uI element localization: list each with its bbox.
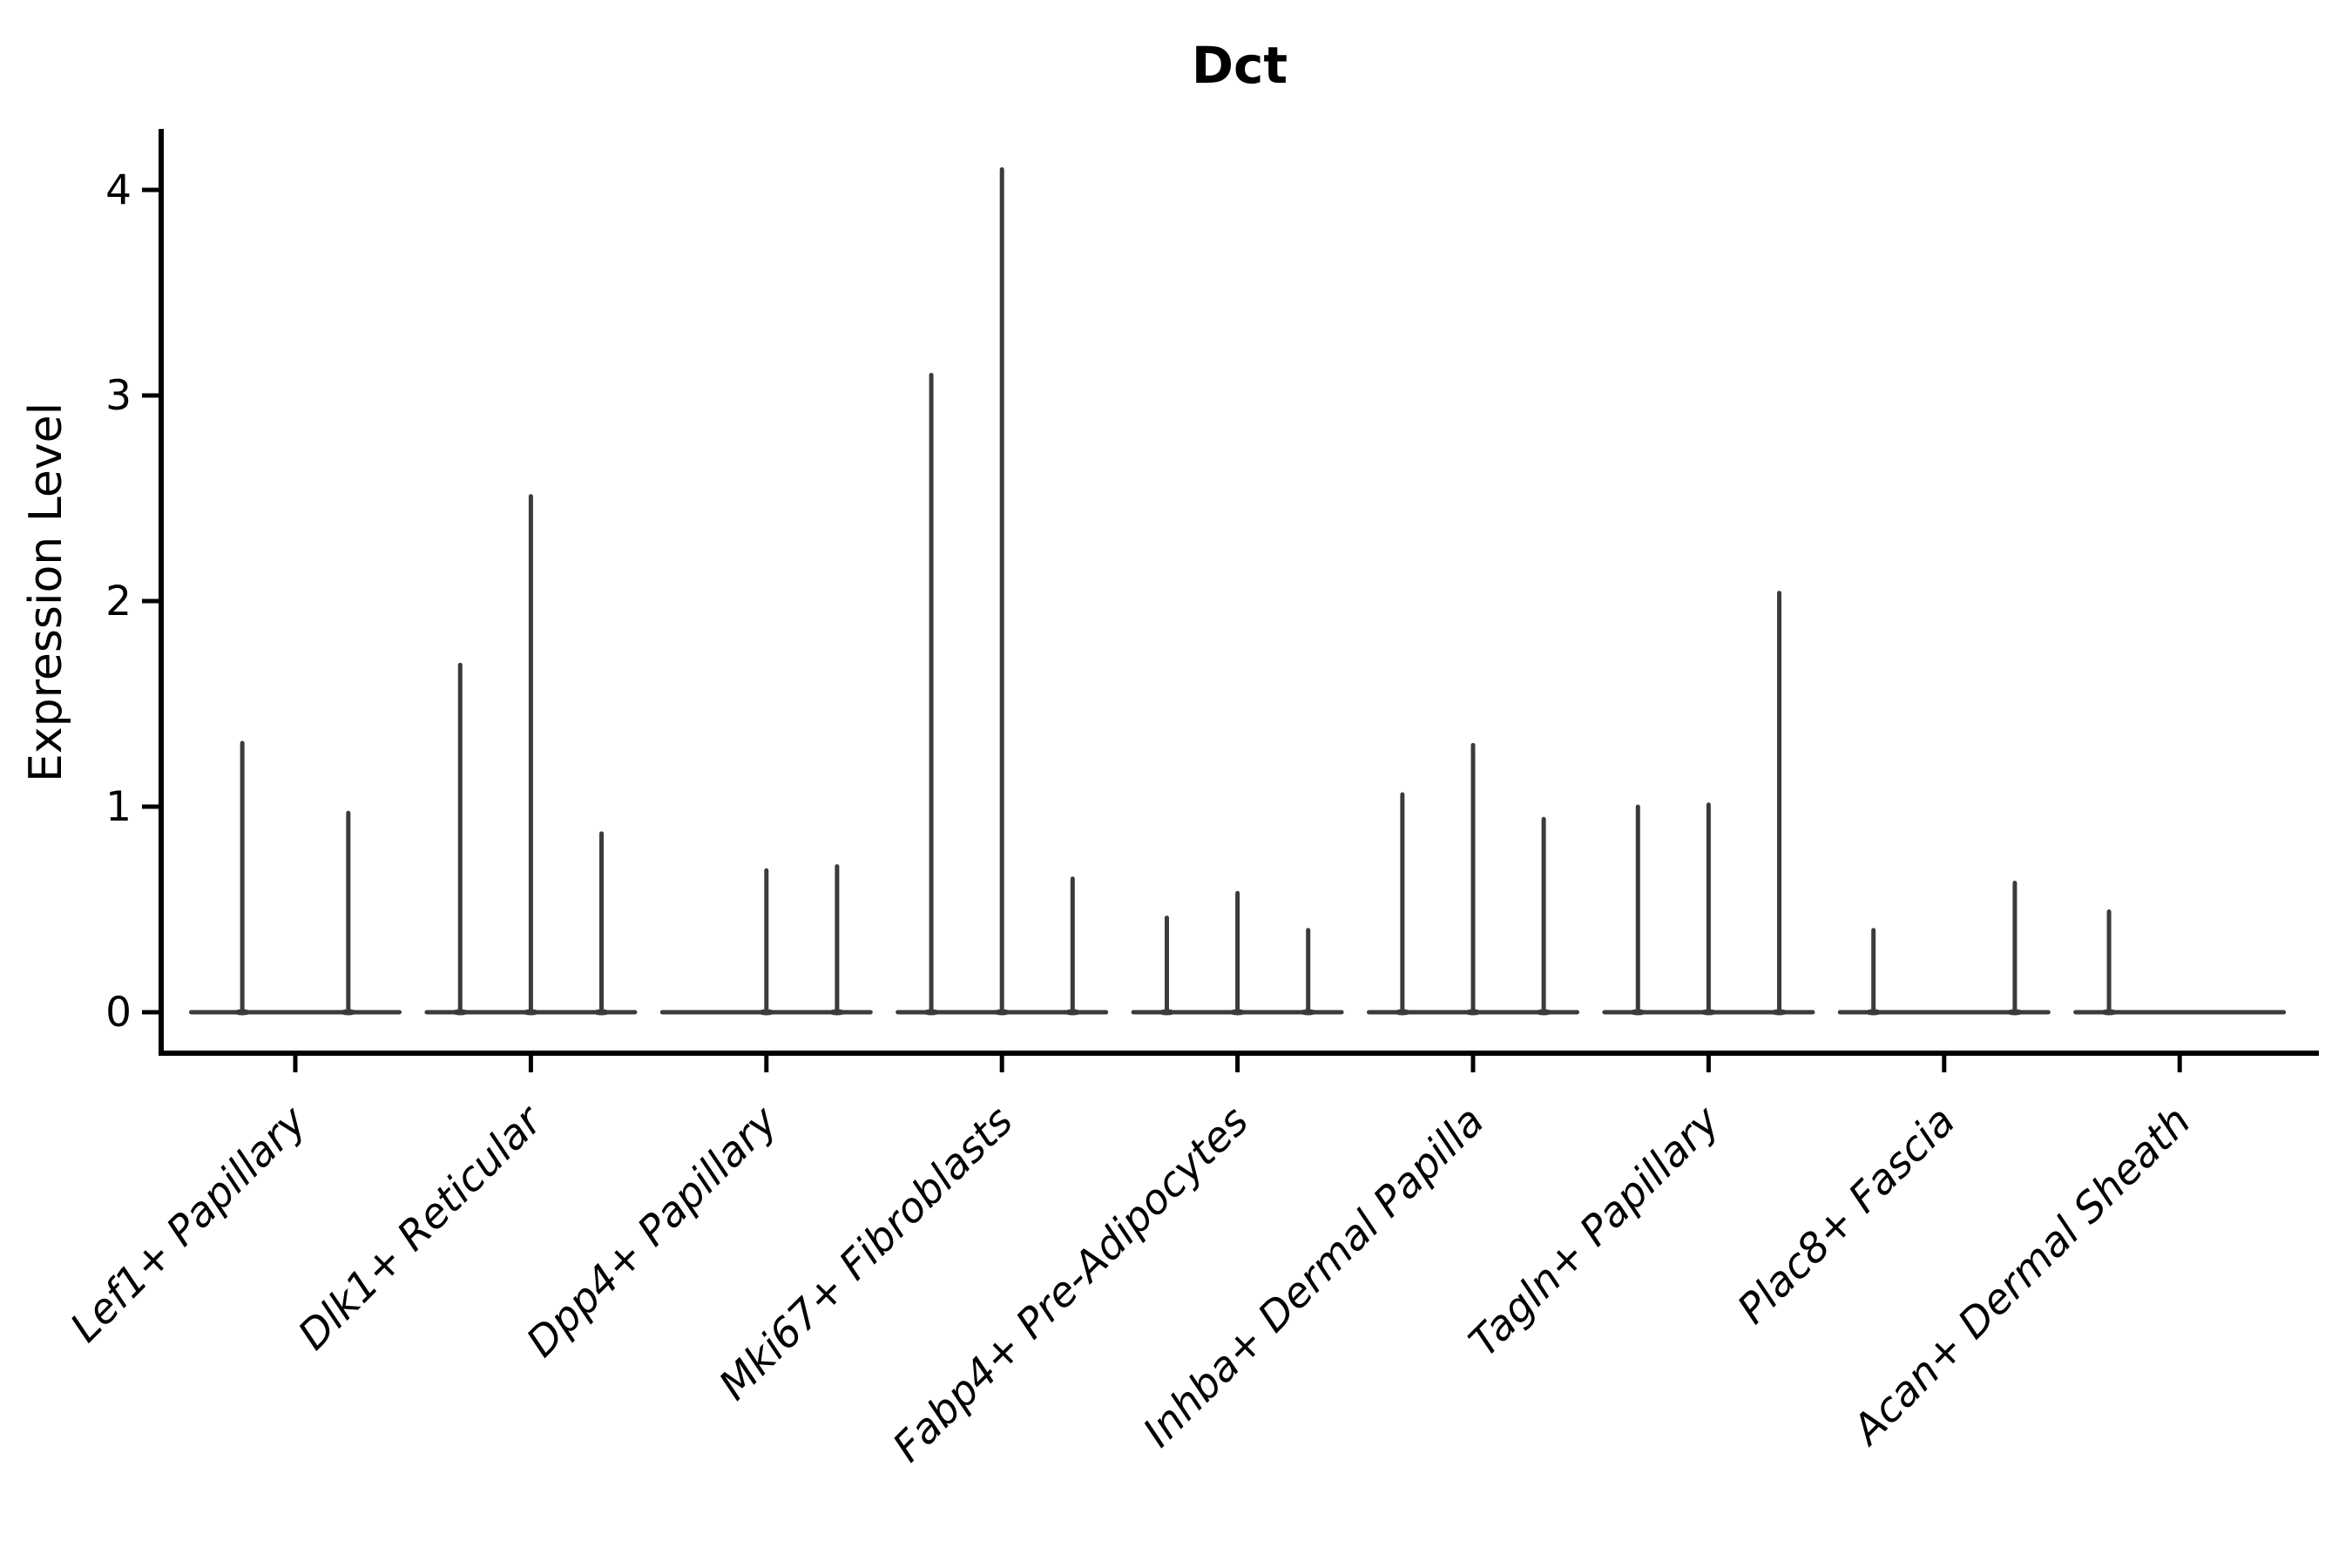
violin-spike <box>1306 928 1311 1012</box>
chart-title: Dct <box>1192 36 1288 95</box>
violin-spike <box>1400 792 1405 1012</box>
violin-spike <box>2106 909 2112 1012</box>
violin-spike <box>1541 816 1546 1012</box>
violin-spike <box>1164 916 1169 1012</box>
y-axis-label: Expression Level <box>20 402 72 782</box>
x-tick-label: Dlk1+ Reticular <box>289 1096 553 1360</box>
violin-spike <box>1706 802 1711 1012</box>
violin-spike <box>1635 804 1640 1012</box>
violin-spike <box>764 868 769 1012</box>
violin-spike <box>1235 890 1240 1012</box>
y-tick-label: 3 <box>105 372 132 420</box>
violin-spike <box>528 494 533 1012</box>
violin-layer <box>189 167 2287 1016</box>
x-tick-label: Dpp4+ Papillary <box>517 1097 787 1367</box>
violin-spike <box>240 740 245 1012</box>
axes-layer <box>142 129 2319 1072</box>
violin-spike <box>346 810 351 1012</box>
y-tick-label: 1 <box>105 783 132 831</box>
violin-baseline <box>2073 1010 2287 1015</box>
violin-spike <box>599 831 605 1012</box>
violin-spike <box>457 662 463 1012</box>
x-tick-label: Lef1+ Papillary <box>61 1097 316 1352</box>
violin-spike <box>835 864 840 1012</box>
violin-spike <box>1871 928 1876 1012</box>
violin-spike <box>929 373 934 1012</box>
violin-spike <box>1470 742 1476 1012</box>
x-tick-label: Tagln+ Papillary <box>1460 1097 1730 1367</box>
violin-baseline <box>189 1010 402 1015</box>
violin-spike <box>2012 880 2017 1012</box>
violin-spike <box>999 167 1004 1013</box>
violin-baseline <box>1837 1010 2051 1015</box>
violin-spike <box>1777 591 1782 1012</box>
y-tick-label: 0 <box>105 989 132 1037</box>
y-tick-label: 2 <box>105 578 132 625</box>
violin-spike <box>1070 876 1075 1012</box>
x-tick-label: Plac8+ Fascia <box>1728 1098 1964 1334</box>
y-tick-label: 4 <box>105 166 132 214</box>
